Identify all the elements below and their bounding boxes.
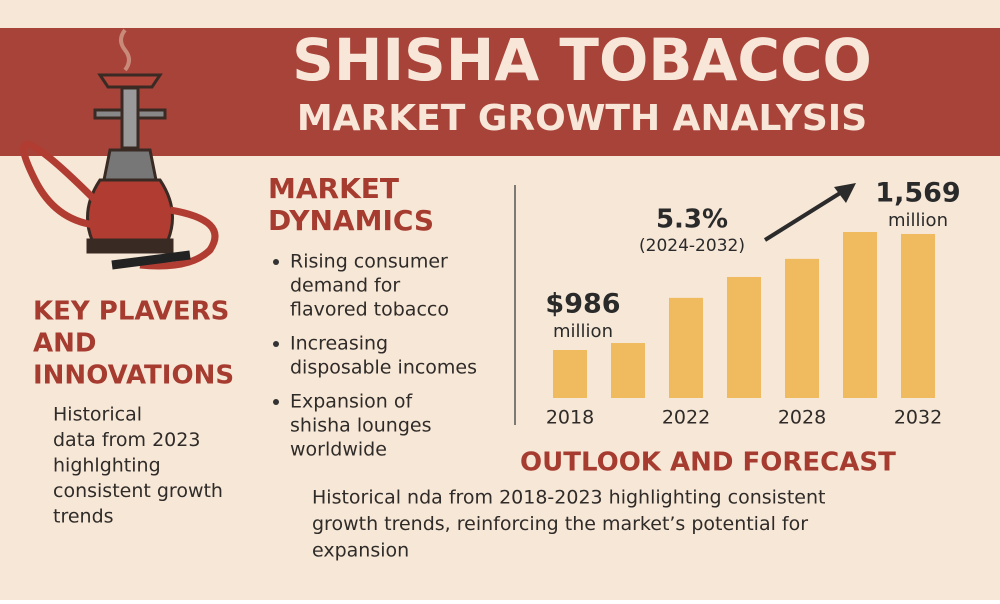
bullet-text: Rising consumer [290, 251, 448, 273]
section-text: Historical nda from 2018-2023 highlighti… [312, 487, 825, 509]
arrow-head [834, 183, 856, 203]
bullet-text: shisha lounges [290, 415, 431, 437]
section-heading: DYNAMICS [268, 204, 434, 237]
section-text: expansion [312, 540, 409, 562]
bar [553, 350, 587, 398]
bullet [273, 259, 279, 265]
hookah-icon [20, 28, 219, 270]
section-heading: AND [33, 329, 96, 359]
bullet-text: demand for [290, 275, 400, 297]
x-tick-label: 2032 [894, 407, 942, 429]
section-heading: KEY PLAVERS [33, 297, 229, 327]
bullet-text: Expansion of [290, 391, 414, 413]
title: SHISHA TOBACCO [292, 26, 872, 94]
subtitle: MARKET GROWTH ANALYSIS [297, 98, 867, 139]
bar [901, 233, 935, 398]
unit-label: million [888, 210, 948, 231]
section-text: growth trends, reinforcing the market’s … [312, 513, 808, 535]
bullet [273, 341, 279, 347]
section-heading: INNOVATIONS [33, 361, 234, 391]
value-label: $986 [545, 289, 620, 320]
section-heading: MARKET [268, 172, 399, 205]
section-text: trends [53, 506, 114, 528]
growth-arrow [763, 188, 847, 242]
bullet [273, 399, 279, 405]
section-heading: OUTLOOK AND FORECAST [520, 448, 896, 478]
bullet-text: Increasing [290, 333, 388, 355]
section-text: highlghting [53, 455, 161, 477]
section-text: consistent growth [53, 480, 223, 502]
bar [785, 258, 819, 398]
x-tick-label: 2018 [546, 407, 594, 429]
bar [727, 276, 761, 398]
bar [669, 297, 703, 398]
bullet-text: worldwide [290, 439, 387, 461]
banner [0, 28, 1000, 156]
bullet-text: disposable incomes [290, 357, 477, 379]
growth-rate: 5.3% [656, 205, 728, 235]
x-tick-label: 2028 [778, 407, 826, 429]
section-text: Historical [53, 404, 142, 426]
unit-label: million [553, 321, 613, 342]
bullet-text: flavored tobacco [290, 299, 449, 321]
section-text: data from 2023 [53, 429, 200, 451]
value-label: 1,569 [875, 177, 960, 208]
bar [843, 232, 877, 398]
bar [611, 343, 645, 398]
x-tick-label: 2022 [662, 407, 710, 429]
growth-period: (2024-2032) [639, 236, 745, 256]
